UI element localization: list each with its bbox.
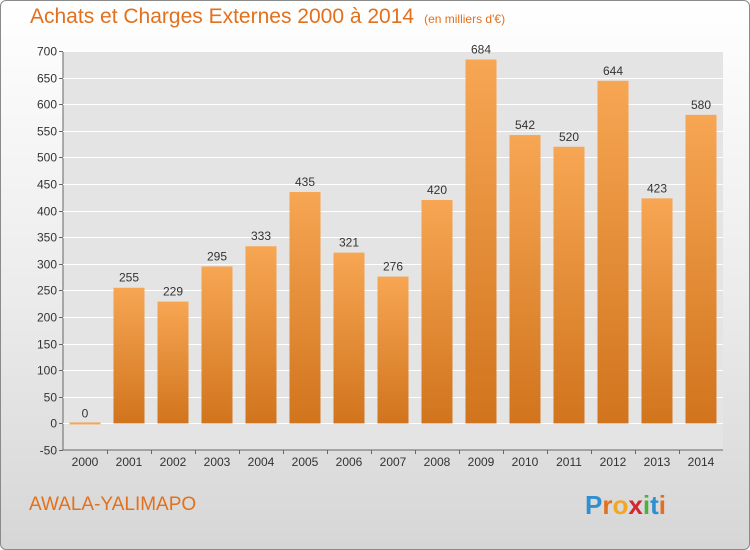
x-tick-label: 2009: [468, 455, 495, 469]
brand-logo-letter: x: [628, 490, 643, 520]
x-tick-label: 2008: [424, 455, 451, 469]
x-tick-label: 2005: [292, 455, 319, 469]
x-tick-label: 2006: [336, 455, 363, 469]
bar: [333, 252, 365, 424]
bar: [245, 246, 277, 424]
bar: [421, 199, 453, 424]
bar: [157, 301, 189, 424]
y-tick-label: 300: [37, 258, 57, 272]
y-tick-label: 250: [37, 284, 57, 298]
y-tick-label: 350: [37, 231, 57, 245]
bar: [597, 80, 629, 424]
bar: [69, 422, 101, 425]
y-tick-label: 400: [37, 205, 57, 219]
value-label: 684: [471, 43, 491, 57]
y-axis-ticks: -50 0 50 100 150 200 250 300 350 400 450 500 550 600 6…: [37, 45, 63, 458]
x-tick-label: 2003: [204, 455, 231, 469]
value-label: 333: [251, 229, 271, 243]
bar: [289, 191, 321, 424]
value-label: 276: [383, 260, 403, 274]
x-tick-label: 2002: [160, 455, 187, 469]
value-label: 229: [163, 285, 183, 299]
x-tick-label: 2001: [116, 455, 143, 469]
value-label: 423: [647, 181, 667, 195]
value-label: 0: [82, 406, 89, 420]
brand-logo-letter: t: [650, 490, 659, 520]
value-label: 255: [119, 271, 139, 285]
y-tick-label: 700: [37, 45, 57, 59]
y-tick-label: 650: [37, 72, 57, 86]
bars: [69, 59, 717, 425]
y-tick-label: 200: [37, 311, 57, 325]
y-tick-label: 600: [37, 98, 57, 112]
x-tick-label: 2014: [688, 455, 715, 469]
bar: [553, 146, 585, 424]
x-tick-label: 2012: [600, 455, 627, 469]
bar: [465, 59, 497, 424]
bar: [201, 266, 233, 424]
x-tick-label: 2004: [248, 455, 275, 469]
bar: [641, 198, 673, 424]
brand-logo-letter: i: [642, 490, 651, 520]
bar: [685, 114, 717, 424]
x-tick-label: 2000: [72, 455, 99, 469]
bar: [509, 135, 541, 424]
y-tick-label: 50: [44, 391, 58, 405]
bar: [113, 287, 145, 424]
x-tick-label: 2013: [644, 455, 671, 469]
value-label: 580: [691, 98, 711, 112]
x-tick-label: 2007: [380, 455, 407, 469]
commune-name: AWALA-YALIMAPO: [29, 494, 197, 515]
y-tick-label: 100: [37, 364, 57, 378]
x-tick-label: 2011: [556, 455, 582, 469]
value-label: 295: [207, 249, 227, 263]
y-tick-label: 500: [37, 151, 57, 165]
value-label: 542: [515, 118, 535, 132]
value-label: 520: [559, 130, 579, 144]
brand-logo: Proxiti: [585, 490, 666, 521]
y-tick-label: -50: [40, 444, 58, 458]
x-axis-ticks: 2000 2001 2002 2003 2004 2005 2006 2007 2008 2009…: [72, 450, 715, 469]
y-tick-label: 150: [37, 338, 57, 352]
brand-logo-letter: P: [585, 490, 603, 520]
value-labels: 0 255 229 295 333 435 321 276 420 684 542 520 644 423…: [82, 43, 712, 421]
chart-title: Achats et Charges Externes 2000 à 2014: [30, 5, 415, 28]
value-label: 435: [295, 175, 315, 189]
y-tick-label: 450: [37, 178, 57, 192]
y-tick-label: 550: [37, 125, 57, 139]
title-row: Achats et Charges Externes 2000 à 2014 (e…: [30, 5, 505, 29]
bar: [377, 276, 409, 424]
value-label: 644: [603, 64, 623, 78]
x-tick-label: 2010: [512, 455, 539, 469]
value-label: 321: [339, 236, 359, 250]
y-tick-label: 0: [50, 417, 57, 431]
value-label: 420: [427, 183, 447, 197]
brand-logo-letter: i: [658, 490, 666, 520]
brand-logo-letter: o: [612, 490, 629, 520]
chart-unit: (en milliers d'€): [424, 12, 506, 26]
brand-logo-letter: r: [602, 490, 613, 520]
